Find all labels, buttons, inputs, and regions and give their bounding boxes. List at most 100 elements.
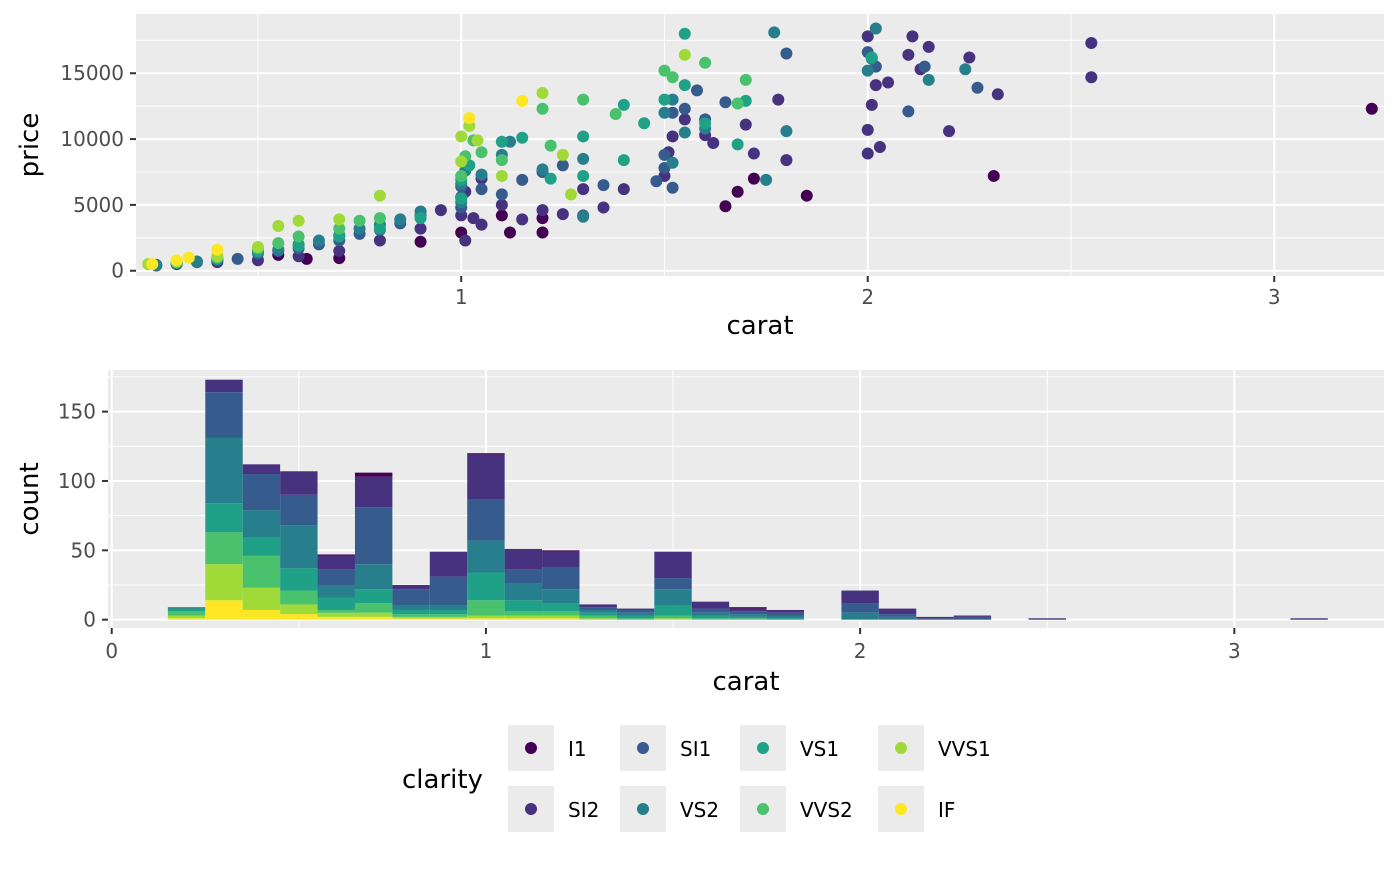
histogram-bar-si2 [429,551,468,577]
histogram-bar-vvs1 [504,615,543,619]
scatter-point [231,252,244,265]
histogram-bar-vs2 [841,612,879,620]
legend-marker [525,742,537,754]
scatter-point [666,71,679,84]
scatter-point [333,244,346,257]
scatter-point [658,106,671,119]
scatter-point [865,51,878,64]
histogram-bar-vvs1 [317,612,355,617]
histogram-bar-vvs2 [691,618,730,620]
scatter-point [731,185,744,198]
scatter-point [678,48,691,61]
histogram-bar-vvs2 [579,615,617,619]
scatter-point [869,79,882,92]
scatter-point [564,188,577,201]
scatter-point [678,102,691,115]
scatter-point [678,79,691,92]
scatter-point [414,222,427,235]
scatter-point [475,168,488,181]
y-tick-label: 150 [58,400,96,424]
legend-item-vs2: VS2 [620,786,719,832]
scatter-point [394,213,407,226]
histogram-bar-if [317,616,355,620]
histogram-bar-vs1 [654,605,692,616]
scatter-point [922,40,935,53]
histogram-bar-si1 [392,589,430,606]
scatter-point [991,88,1004,101]
histogram-bar-vs1 [729,616,767,619]
histogram-bar-si2 [766,609,804,613]
legend-marker [757,803,769,815]
scatter-point [459,234,472,247]
scatter-point [617,98,630,111]
histogram-bar-vs2 [691,612,730,616]
histogram-bar-if [242,609,281,620]
histogram-bar-si1 [916,618,954,620]
histogram-bar-vs2 [354,564,393,590]
scatter-point [861,30,874,43]
scatter-point [577,93,590,106]
scatter-point [333,222,346,235]
scatter-point [272,219,285,232]
scatter-point [333,213,346,226]
histogram-bar-si2 [205,379,243,393]
histogram-bar-vvs2 [392,614,430,617]
y-tick-label: 0 [111,259,124,283]
scatter-point [678,126,691,139]
y-tick-label: 5000 [73,193,124,217]
histogram-bar-if [467,618,505,620]
histogram-bar-si1 [242,474,281,511]
histogram-bar-si2 [616,608,655,610]
scatter-point [739,118,752,131]
scatter-point [597,201,610,214]
scatter-point [182,251,195,264]
histogram-bar-si1 [953,616,992,620]
x-tick-label: 2 [854,639,867,663]
scatter-point [455,130,468,143]
scatter-point [617,183,630,196]
scatter-point [170,254,183,267]
scatter-point [882,76,895,89]
scatter-point [414,235,427,248]
histogram-bar-si1 [354,507,393,565]
histogram-bar-vvs1 [167,615,206,619]
histogram-bar-i1 [354,472,393,477]
histogram-bar-si1 [504,569,543,584]
scatter-point [617,154,630,167]
scatter-point [658,148,671,161]
scatter-point [747,172,760,185]
scatter-point [861,123,874,136]
legend-item-i1: I1 [508,725,587,771]
histogram-bar-vs1 [354,589,393,604]
scatter-point [865,98,878,111]
scatter-point [373,234,386,247]
histogram-bar-vvs2 [429,614,468,617]
scatter-point [146,258,159,271]
scatter-point [780,47,793,60]
scatter-point [906,30,919,43]
scatter-point [455,169,468,182]
scatter-point [971,81,984,94]
histogram-bar-vs2 [729,614,767,617]
scatter-point [772,93,785,106]
histogram-bar-vs2 [504,583,543,601]
histogram-bar-vs1 [429,609,468,615]
histogram-bar-if [280,614,318,620]
histogram-bar-vs1 [317,597,355,610]
scatter-point [719,96,732,109]
x-tick-label: 2 [861,285,874,309]
scatter-point [495,169,508,182]
legend-label: VVS1 [938,737,991,761]
histogram-bar-if [354,616,393,620]
scatter-point [455,155,468,168]
y-tick-label: 10000 [60,127,124,151]
scatter-point [678,27,691,40]
legend-marker [895,803,907,815]
scatter-point [536,102,549,115]
legend-item-si2: SI2 [508,786,599,832]
scatter-point [516,173,529,186]
histogram-bar-vs1 [766,618,804,620]
histogram-bar-si2 [354,476,393,508]
histogram-bar-vvs2 [504,611,543,616]
